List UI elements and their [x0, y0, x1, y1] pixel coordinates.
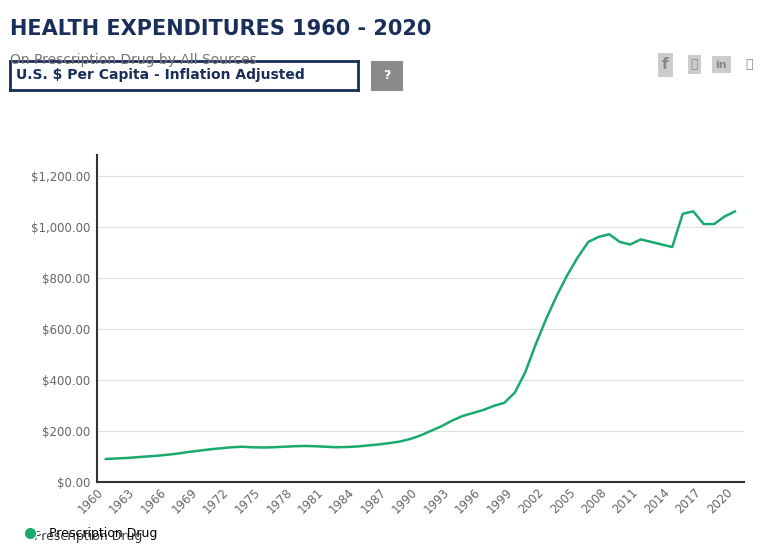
Text: f: f	[662, 57, 669, 73]
Text: ?: ?	[382, 69, 390, 82]
Text: On Prescription Drug by All Sources: On Prescription Drug by All Sources	[10, 53, 257, 66]
Text: 🔗: 🔗	[745, 58, 753, 71]
Text: U.S. $ Per Capita - Inflation Adjusted: U.S. $ Per Capita - Inflation Adjusted	[16, 68, 305, 83]
Text: Prescription Drug: Prescription Drug	[34, 530, 143, 543]
Legend: Prescription Drug: Prescription Drug	[12, 522, 162, 545]
Text: 🐦: 🐦	[691, 58, 698, 71]
Text: in: in	[715, 60, 728, 70]
Text: HEALTH EXPENDITURES 1960 - 2020: HEALTH EXPENDITURES 1960 - 2020	[10, 19, 431, 39]
